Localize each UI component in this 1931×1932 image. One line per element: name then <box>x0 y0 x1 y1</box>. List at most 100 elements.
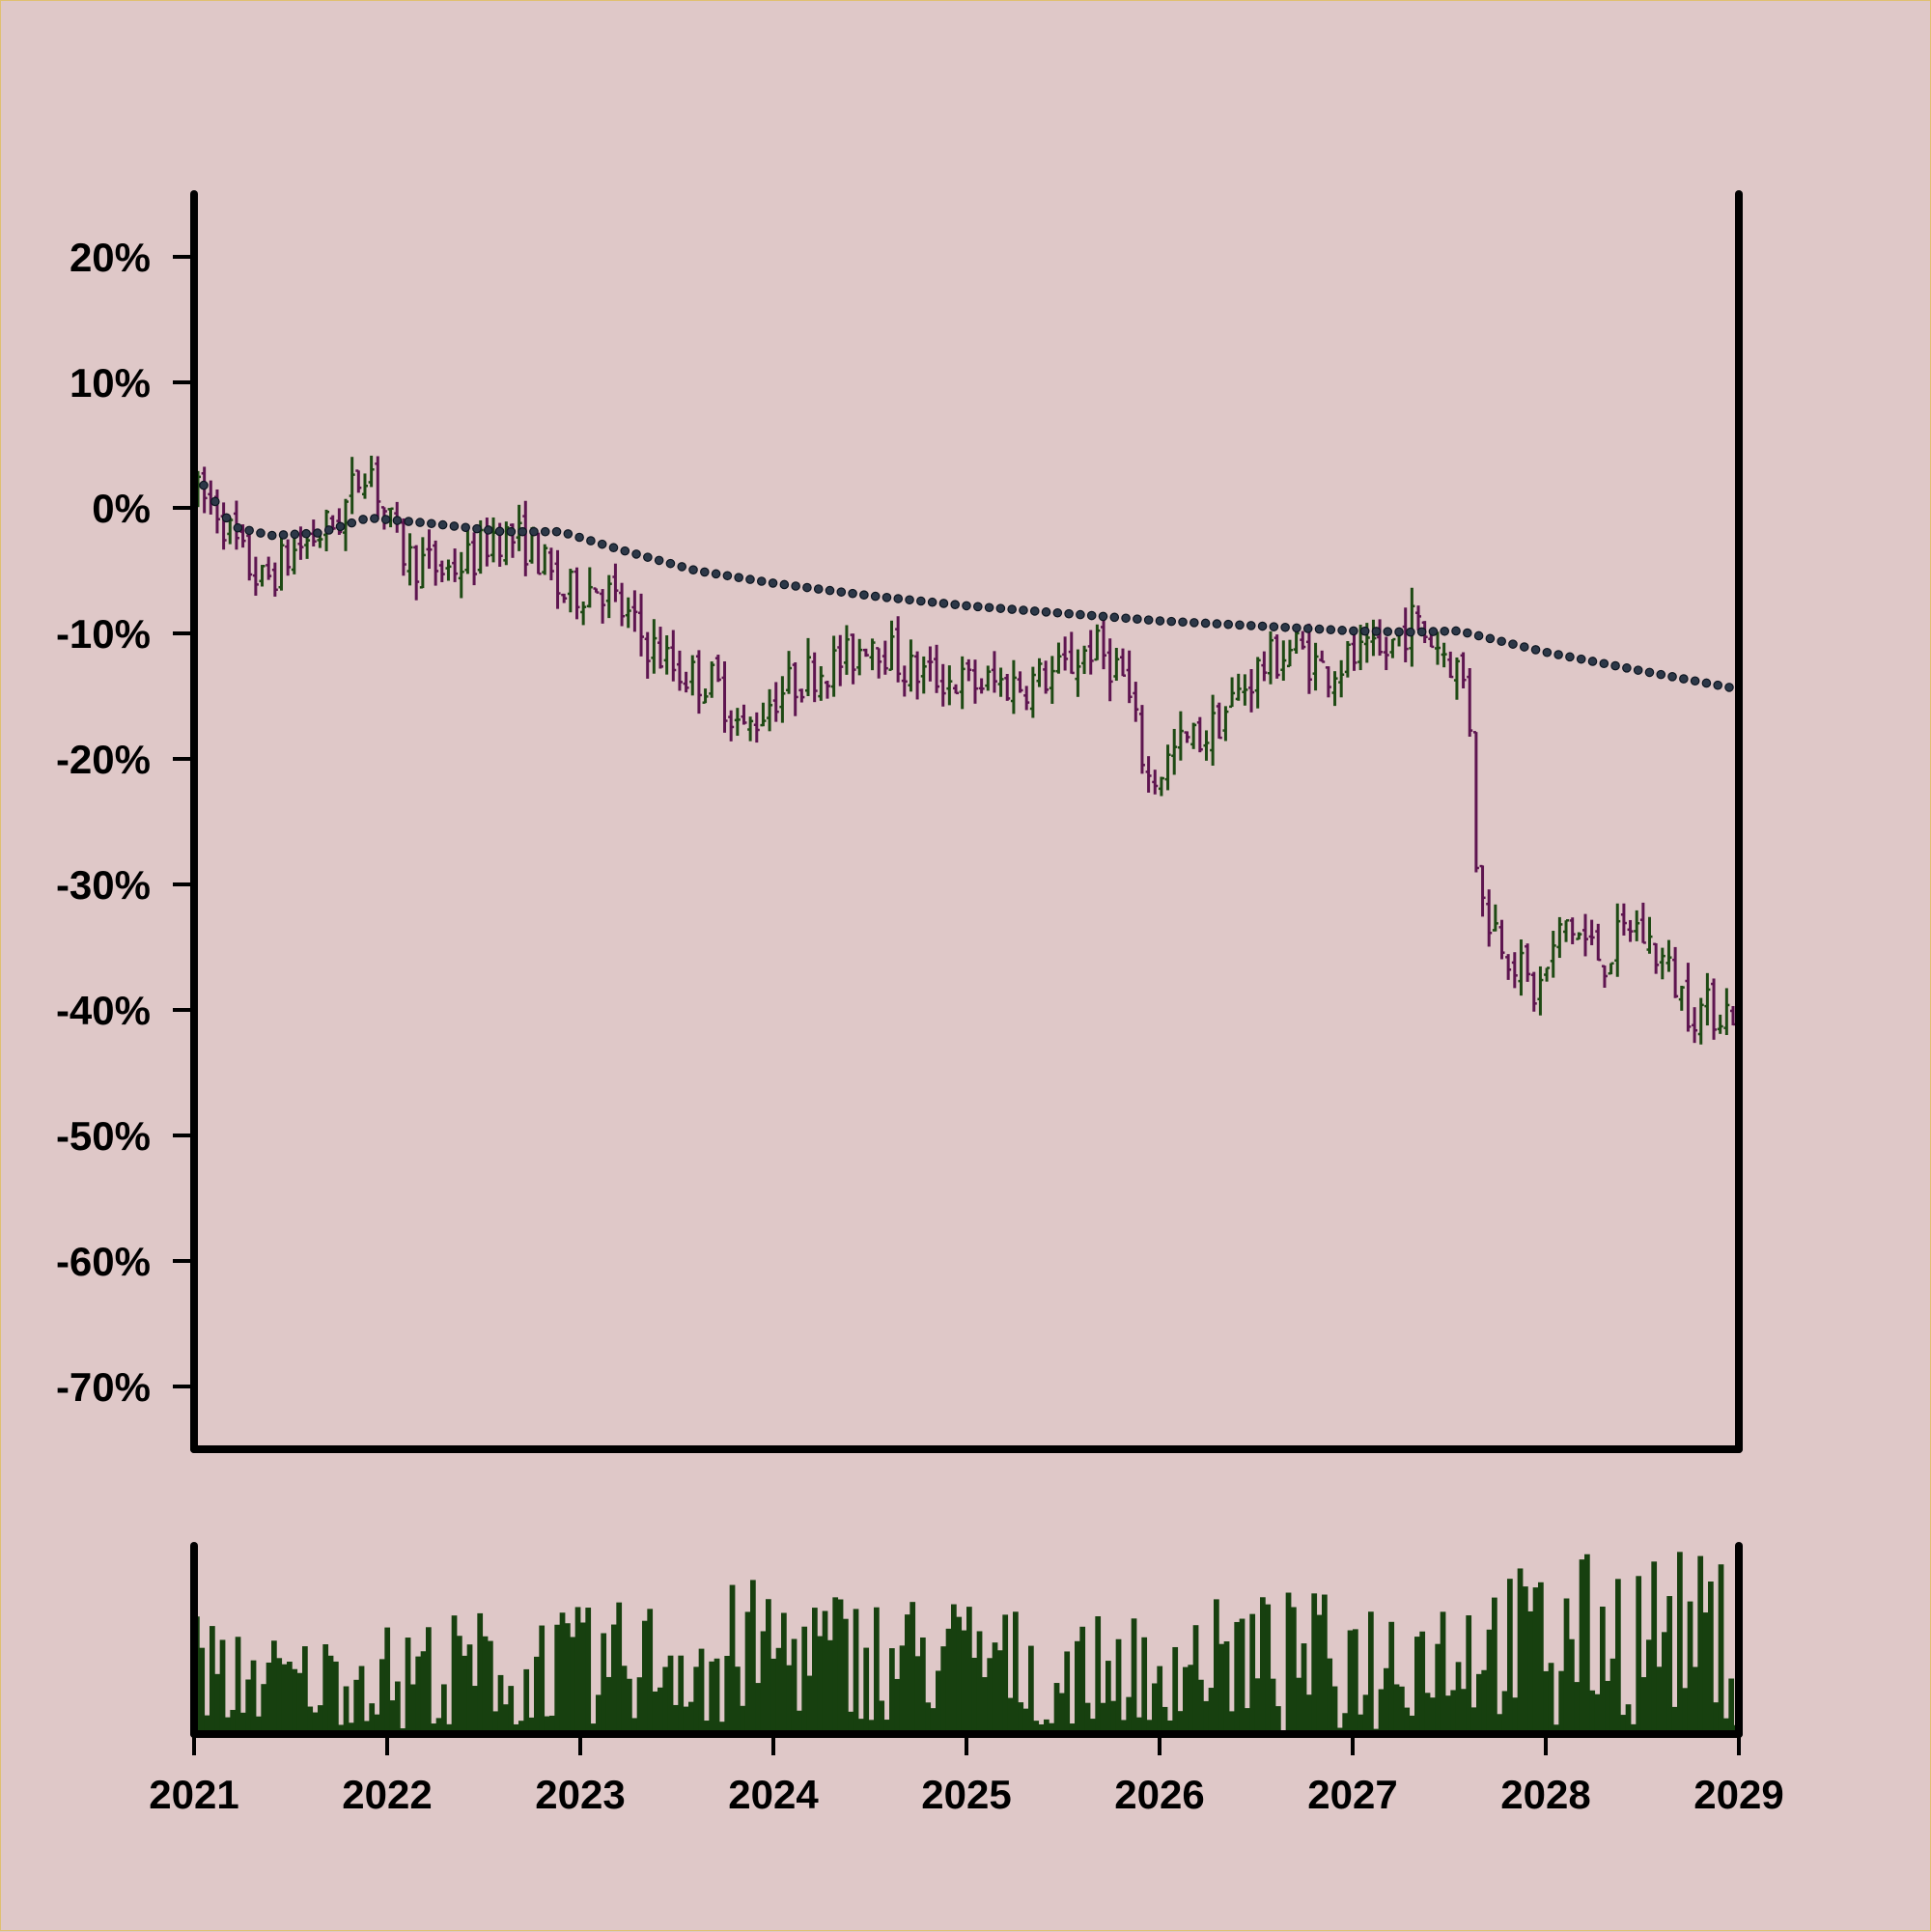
volume-bar <box>431 1723 437 1734</box>
volume-bar <box>832 1597 839 1734</box>
volume-bar <box>797 1710 802 1734</box>
volume-bar <box>812 1608 818 1734</box>
volume-bar <box>1296 1677 1302 1734</box>
trend-dot <box>461 522 470 533</box>
volume-bar <box>343 1686 350 1734</box>
volume-bar <box>1646 1639 1652 1734</box>
trend-dot <box>1542 647 1553 658</box>
trend-dot <box>1656 669 1666 680</box>
volume-bar <box>1693 1666 1698 1734</box>
volume-bar <box>523 1668 530 1734</box>
trend-dot <box>779 579 790 590</box>
volume-bar <box>1301 1643 1307 1734</box>
volume-bar <box>534 1656 540 1734</box>
trend-dot <box>244 525 254 536</box>
volume-bar <box>415 1656 422 1734</box>
volume-bar <box>1589 1690 1596 1734</box>
volume-bar <box>477 1612 484 1734</box>
trend-dot <box>1519 642 1529 652</box>
volume-bar <box>1095 1616 1102 1734</box>
trend-dot <box>791 581 800 591</box>
volume-bar <box>446 1723 453 1734</box>
volume-bar <box>590 1723 597 1734</box>
volume-bar <box>266 1662 272 1734</box>
volume-bar <box>1033 1721 1040 1734</box>
volume-bar <box>1285 1592 1292 1734</box>
volume-bar <box>642 1620 648 1734</box>
y-tick-label: -60% <box>56 1239 151 1284</box>
volume-bar <box>868 1720 875 1734</box>
volume-bar <box>1527 1610 1534 1734</box>
volume-bar <box>1517 1568 1524 1734</box>
volume-bar <box>307 1706 314 1734</box>
volume-bar <box>1044 1719 1049 1734</box>
volume-bar <box>786 1665 793 1734</box>
volume-bar <box>1239 1618 1245 1734</box>
volume-bar <box>219 1639 226 1734</box>
volume-bar <box>1523 1586 1528 1734</box>
volume-bar <box>574 1607 581 1734</box>
volume-bar <box>1069 1723 1076 1734</box>
volume-bar <box>658 1687 663 1734</box>
volume-bar <box>544 1716 550 1734</box>
volume-bar <box>775 1647 782 1734</box>
volume-bar <box>374 1714 380 1734</box>
trend-dot <box>266 530 277 541</box>
trend-dot <box>848 588 857 599</box>
trend-dot <box>1257 621 1268 631</box>
trend-dot <box>437 519 448 530</box>
trend-dot <box>756 576 767 586</box>
volume-bar <box>364 1721 370 1734</box>
trend-dot <box>1497 636 1506 647</box>
volume-bar <box>1723 1718 1729 1734</box>
volume-bar <box>1538 1582 1544 1734</box>
trend-dot <box>1485 633 1496 644</box>
volume-bar <box>1192 1625 1199 1734</box>
trend-dot <box>551 526 562 537</box>
volume-bar <box>611 1624 617 1734</box>
volume-bar <box>1636 1576 1642 1734</box>
volume-bar <box>1064 1651 1071 1734</box>
volume-bar <box>1311 1593 1318 1734</box>
volume-bar <box>1393 1684 1400 1734</box>
volume-bar <box>457 1636 462 1734</box>
volume-bar <box>322 1644 329 1734</box>
volume-bar <box>1053 1683 1060 1734</box>
volume-bar <box>982 1677 988 1734</box>
trend-dot <box>1622 663 1632 673</box>
trend-dot <box>415 518 425 527</box>
volume-bar <box>1203 1700 1210 1734</box>
volume-bar <box>250 1660 257 1734</box>
trend-dot <box>1076 609 1085 620</box>
volume-bar <box>395 1681 401 1734</box>
volume-bar <box>358 1666 365 1734</box>
volume-bar <box>966 1607 972 1734</box>
trend-dot <box>1679 674 1689 684</box>
volume-bar <box>827 1639 833 1734</box>
volume-bar <box>410 1684 416 1734</box>
volume-bar <box>837 1599 844 1734</box>
volume-bar <box>1671 1706 1678 1734</box>
volume-bar <box>1414 1637 1420 1734</box>
volume-bar <box>1136 1717 1142 1734</box>
trend-dot <box>711 569 721 579</box>
trend-dot <box>665 558 676 569</box>
volume-bar <box>781 1612 787 1734</box>
volume-bar <box>1455 1662 1462 1734</box>
volume-bar <box>616 1602 623 1734</box>
volume-bar <box>1404 1707 1411 1734</box>
volume-bar <box>482 1636 489 1734</box>
trend-dot <box>1463 628 1472 638</box>
volume-bar <box>1167 1720 1173 1734</box>
volume-bar <box>369 1703 376 1734</box>
trend-dot <box>221 513 232 523</box>
volume-bar <box>570 1637 576 1734</box>
volume-bar <box>1177 1711 1184 1734</box>
volume-bar <box>204 1715 210 1734</box>
volume-bar <box>1718 1564 1724 1734</box>
trend-dot <box>1565 652 1575 662</box>
trend-dot <box>927 597 938 607</box>
trend-dot <box>1007 604 1017 614</box>
volume-bar <box>724 1656 731 1734</box>
volume-bar <box>1270 1678 1276 1734</box>
